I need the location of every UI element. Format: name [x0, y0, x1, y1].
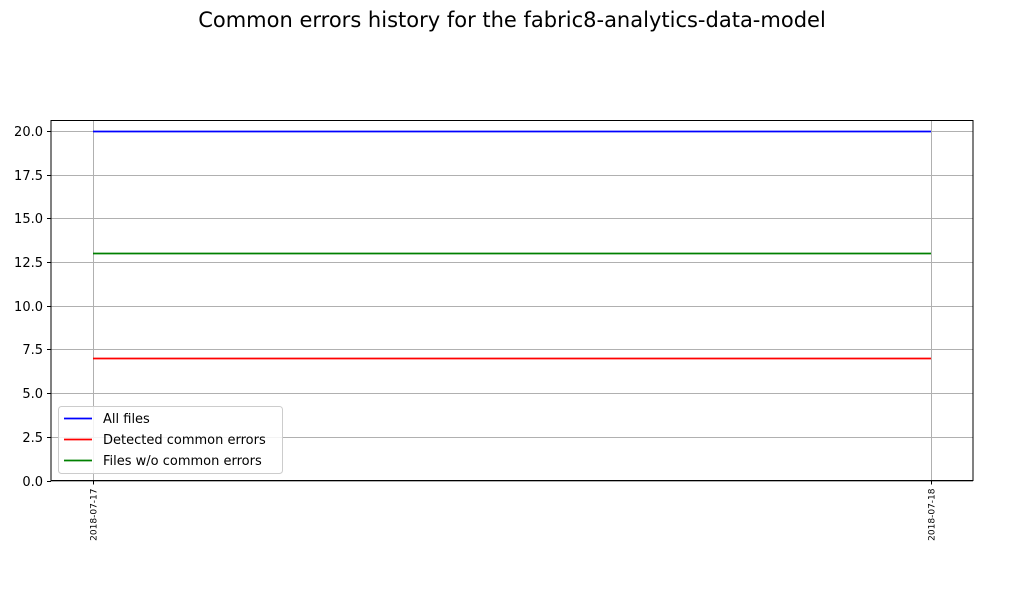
- legend-label: All files: [103, 412, 150, 427]
- y-tick-label: 15.0: [14, 212, 43, 227]
- y-tick-label: 0.0: [22, 475, 43, 490]
- x-tick-label: 2018-07-18: [928, 488, 938, 541]
- legend-box: [58, 406, 283, 474]
- x-tick-label: 2018-07-17: [90, 489, 100, 541]
- y-tick-label: 7.5: [22, 343, 43, 358]
- y-tick-label: 17.5: [14, 169, 43, 184]
- x-axis: 2018-07-17 2018-07-18: [90, 480, 938, 541]
- y-tick-label: 10.0: [14, 300, 43, 315]
- legend-label: Detected common errors: [103, 433, 266, 448]
- y-axis: 0.0 2.5 5.0 7.5 10.0 12.5 15.0 17.5 20.0: [14, 125, 51, 490]
- y-tick-label: 12.5: [14, 256, 43, 271]
- y-tick-label: 5.0: [22, 387, 43, 402]
- chart-title: Common errors history for the fabric8-an…: [198, 8, 826, 32]
- y-tick-label: 2.5: [22, 431, 43, 446]
- series-lines: [93, 130, 931, 360]
- plot-frame: [50, 120, 974, 481]
- legend-label: Files w/o common errors: [103, 454, 262, 469]
- legend: All files Detected common errors Files w/o…: [58, 406, 283, 474]
- y-tick-label: 20.0: [14, 125, 43, 140]
